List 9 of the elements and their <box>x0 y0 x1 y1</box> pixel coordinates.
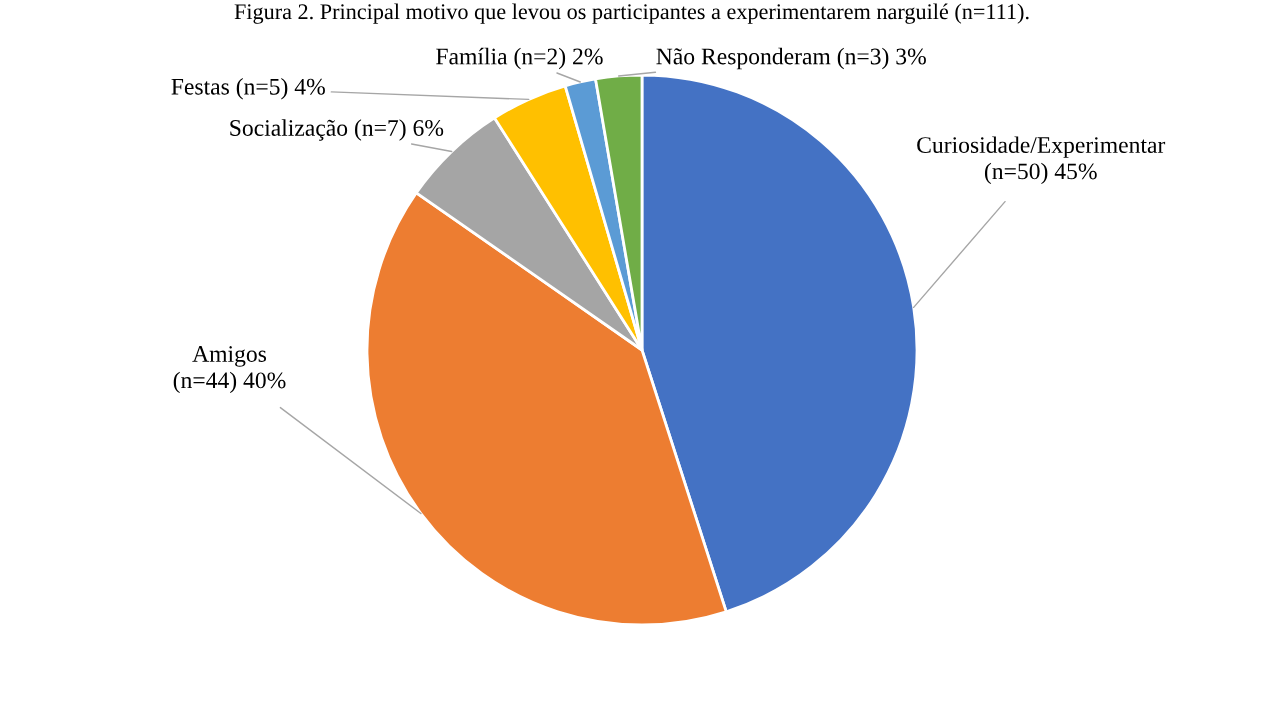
slice-label: Festas (n=5) 4% <box>171 78 325 100</box>
slice-label: Família (n=2) 2% <box>436 47 603 70</box>
data-label: (n=44) 40% <box>173 371 286 394</box>
chart-title: Figura 2. Principal motivo que levou os participantes a experimentarem narguilé (n=111). <box>234 3 1029 24</box>
data-label: (n=50) 45% <box>984 162 1097 185</box>
slice-label: Socialização (n=7) 6% <box>230 119 444 141</box>
slice-label: Curiosidade/Experimentar <box>917 136 1166 158</box>
slice-label: Não Responderam (n=3) 3% <box>656 47 926 70</box>
slice-label: Amigos <box>192 346 267 367</box>
